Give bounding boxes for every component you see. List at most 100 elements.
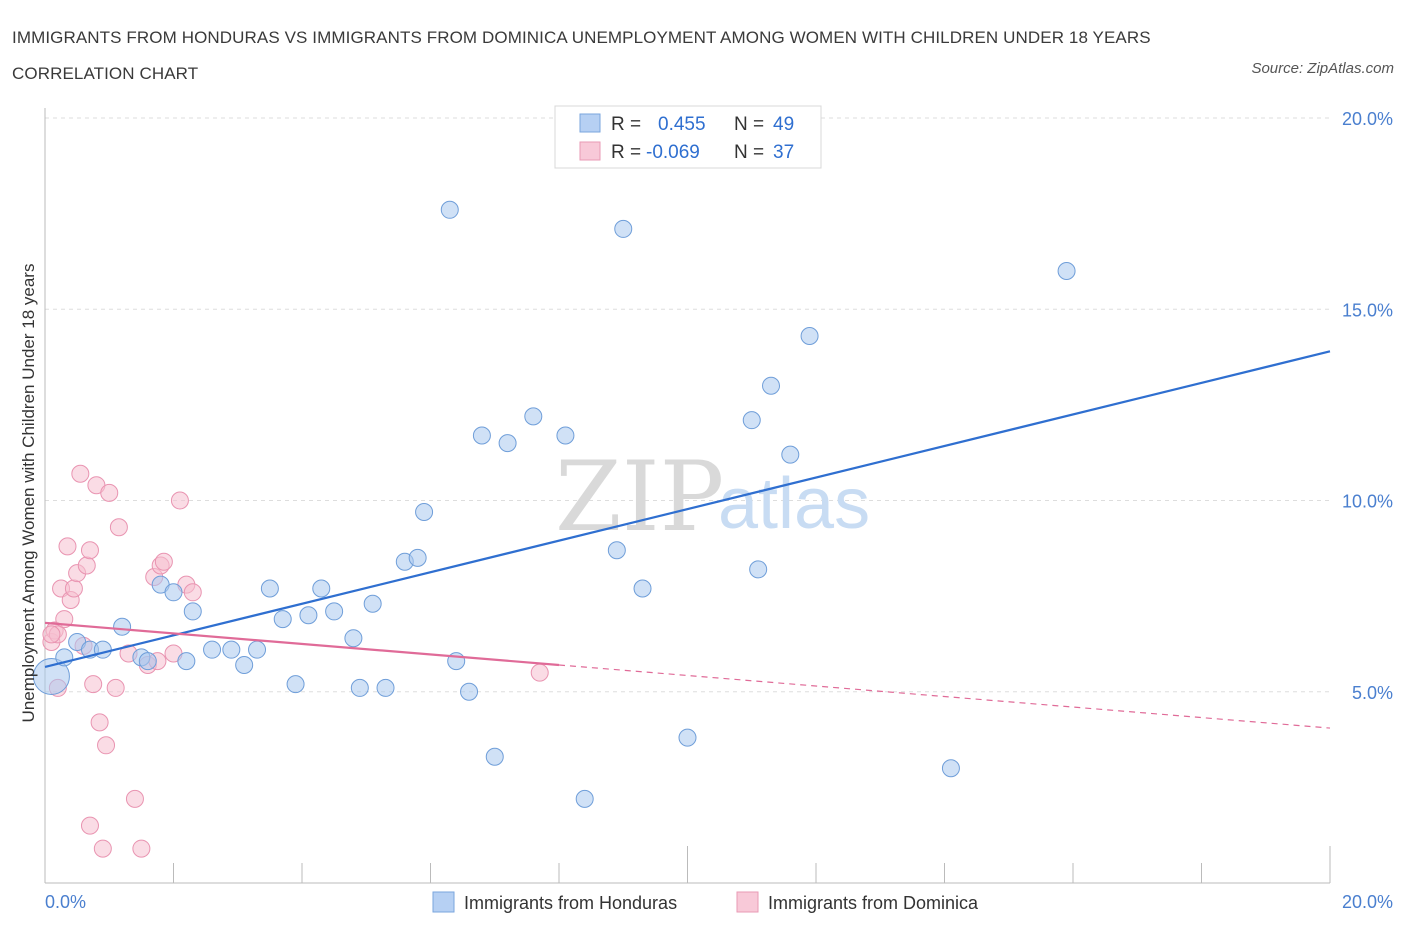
honduras-point	[235, 655, 254, 674]
honduras-point	[299, 606, 318, 625]
honduras-point	[1057, 262, 1076, 280]
x-tick-label-0: 0.0%	[45, 892, 86, 912]
honduras-point	[440, 200, 459, 219]
y-axis-title: Unemployment Among Women with Children U…	[19, 264, 38, 723]
honduras-point	[607, 541, 626, 560]
source-label: Source: ZipAtlas.com	[1251, 60, 1394, 77]
honduras-point	[762, 376, 781, 395]
chart-title: IMMIGRANTS FROM HONDURAS VS IMMIGRANTS F…	[12, 28, 1151, 83]
legend-dominica-label: Immigrants from Dominica	[768, 893, 979, 913]
dominica-point	[154, 552, 173, 571]
grid-lines	[45, 117, 1330, 693]
axes	[44, 108, 1331, 884]
watermark-atlas: atlas	[718, 464, 870, 544]
series-legend: Immigrants from Honduras Immigrants from…	[432, 891, 979, 913]
honduras-point	[678, 728, 697, 747]
honduras-point	[183, 602, 202, 621]
dominica-point	[106, 678, 125, 697]
y-tick-label-2: 15.0%	[1342, 300, 1393, 320]
honduras-point	[485, 747, 504, 766]
dominica-point	[80, 816, 99, 835]
y-tick-label-3: 20.0%	[1342, 109, 1393, 129]
honduras-point	[273, 610, 292, 629]
honduras-point	[260, 579, 279, 598]
honduras-point	[498, 434, 517, 453]
honduras-point	[363, 594, 382, 613]
x-tick-labels: 0.0% 20.0%	[45, 892, 1393, 912]
legend-n-label-1: N =	[734, 114, 764, 135]
x-tick-label-1: 20.0%	[1342, 892, 1393, 912]
dominica-trend-extension	[558, 664, 1331, 729]
legend-r-label-1: R =	[611, 114, 641, 135]
honduras-point	[248, 640, 267, 659]
dominica-point	[170, 491, 189, 510]
trend-lines	[44, 350, 1331, 729]
honduras-point	[312, 579, 331, 598]
honduras-point	[524, 407, 543, 426]
y-tick-labels: 5.0% 10.0% 15.0% 20.0%	[1342, 109, 1393, 703]
dominica-point	[64, 579, 83, 598]
dominica-points	[42, 464, 549, 858]
dominica-point	[71, 464, 90, 483]
honduras-point	[113, 617, 132, 636]
honduras-point	[376, 678, 395, 697]
dominica-point	[80, 541, 99, 560]
dominica-point	[100, 483, 119, 502]
honduras-point	[575, 789, 594, 808]
legend-r-label-2: R =	[611, 142, 641, 163]
honduras-point	[556, 426, 575, 445]
dominica-point	[132, 839, 151, 858]
dominica-trend-line	[44, 621, 560, 667]
honduras-point	[177, 652, 196, 671]
honduras-trend-line	[44, 350, 1331, 668]
legend-honduras-swatch	[432, 891, 455, 913]
honduras-point	[203, 640, 222, 659]
y-tick-label-1: 10.0%	[1342, 492, 1393, 512]
stats-legend: R = 0.455 N = 49 R = -0.069 N = 37	[554, 105, 822, 169]
honduras-point	[138, 652, 157, 671]
honduras-point	[633, 579, 652, 598]
honduras-point	[344, 629, 363, 648]
legend-n-value-1: 49	[773, 114, 794, 135]
honduras-point	[222, 640, 241, 659]
dominica-point	[84, 675, 103, 694]
honduras-point	[472, 426, 491, 445]
honduras-point	[749, 560, 768, 579]
honduras-point	[742, 411, 761, 430]
dominica-point	[42, 625, 61, 644]
legend-n-value-2: 37	[773, 142, 794, 163]
honduras-points	[32, 200, 1076, 808]
honduras-point	[286, 675, 305, 694]
legend-n-label-2: N =	[734, 142, 764, 163]
dominica-point	[125, 789, 144, 808]
honduras-point	[164, 583, 183, 602]
dominica-swatch	[579, 141, 601, 161]
y-tick-label-0: 5.0%	[1352, 683, 1393, 703]
dominica-point	[183, 583, 202, 602]
honduras-point	[781, 445, 800, 464]
honduras-point	[408, 548, 427, 567]
dominica-point	[109, 518, 128, 537]
honduras-point	[941, 759, 960, 778]
honduras-point	[93, 640, 112, 659]
honduras-swatch	[579, 113, 601, 133]
honduras-point	[32, 657, 70, 695]
honduras-point	[325, 602, 344, 621]
legend-r-value-1: 0.455	[658, 114, 706, 135]
dominica-point	[58, 537, 77, 556]
dominica-point	[530, 663, 549, 682]
watermark: ZIP atlas	[555, 441, 870, 553]
honduras-point	[415, 502, 434, 521]
dominica-point	[90, 713, 109, 732]
legend-r-value-2: -0.069	[646, 142, 700, 163]
legend-honduras-label: Immigrants from Honduras	[464, 893, 677, 913]
legend-dominica-swatch	[736, 891, 759, 913]
dominica-point	[97, 736, 116, 755]
honduras-point	[350, 678, 369, 697]
dominica-point	[93, 839, 112, 858]
dominica-point	[77, 556, 96, 575]
honduras-point	[460, 682, 479, 701]
honduras-point	[800, 327, 819, 346]
honduras-point	[614, 219, 633, 238]
